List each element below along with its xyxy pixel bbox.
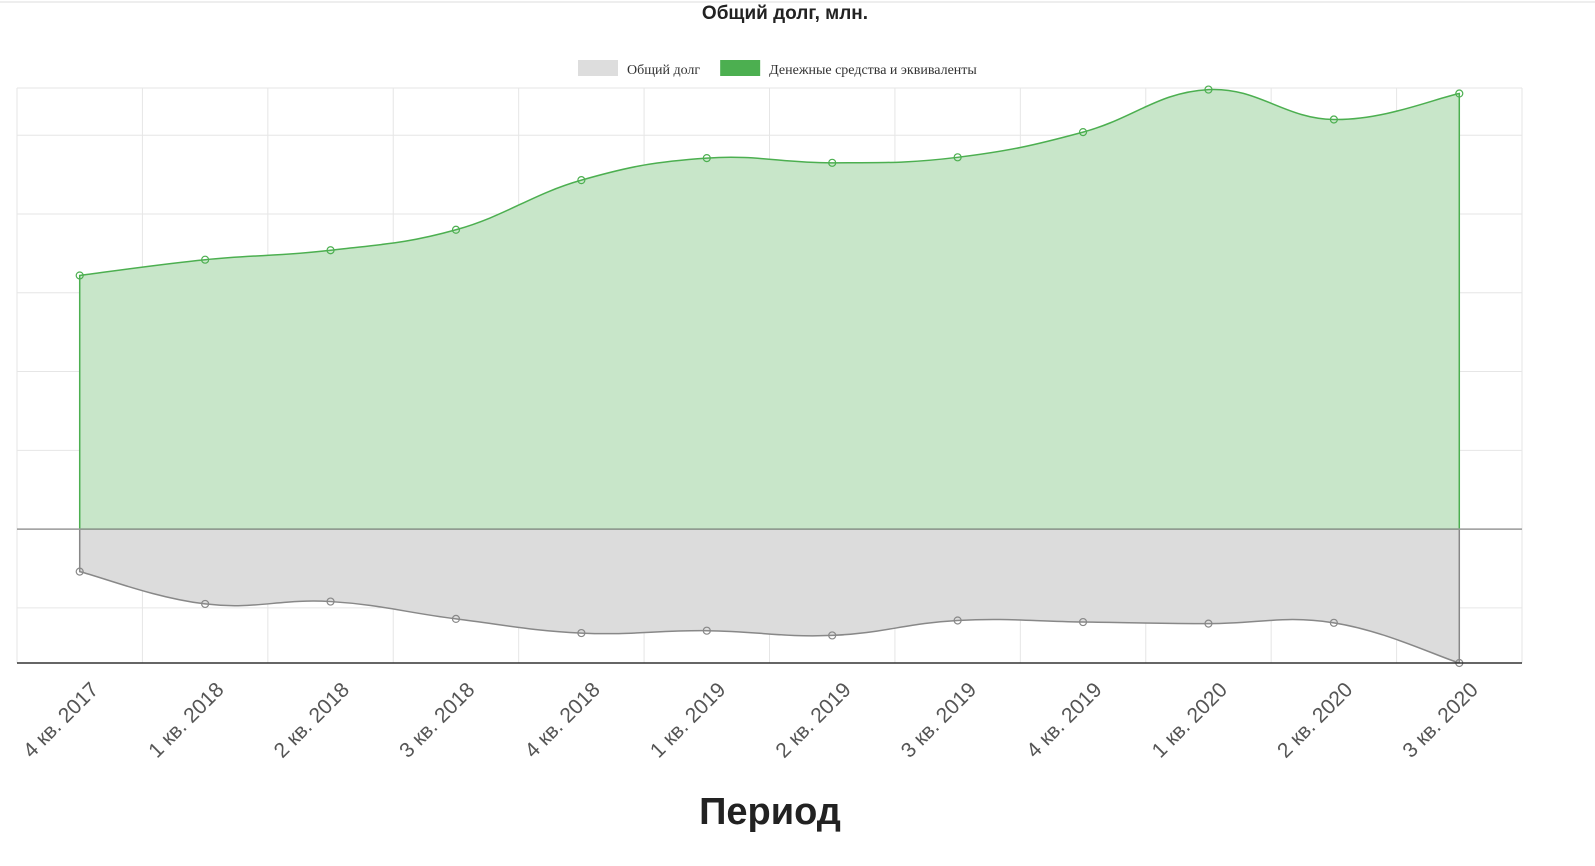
point: [702, 626, 711, 635]
legend-swatch: [578, 60, 618, 76]
x-tick-label: 4 кв. 2017: [19, 678, 103, 762]
x-tick-label: 2 кв. 2019: [771, 678, 855, 762]
point: [1329, 618, 1338, 627]
x-axis-title: Период: [699, 791, 841, 833]
x-tick-label: 2 кв. 2018: [270, 678, 354, 762]
legend-label: Денежные средства и эквиваленты: [769, 63, 977, 78]
x-tick-label: 1 кв. 2020: [1148, 678, 1232, 762]
point: [577, 628, 586, 638]
point: [1329, 115, 1338, 124]
point: [451, 225, 461, 234]
x-tick-label: 4 кв. 2018: [521, 678, 605, 762]
x-tick-label: 1 кв. 2019: [646, 678, 730, 762]
legend-swatch: [720, 60, 761, 76]
point: [326, 246, 335, 255]
point: [953, 153, 962, 162]
point: [1204, 619, 1213, 628]
point: [1078, 128, 1088, 137]
x-tick-label: 4 кв. 2019: [1022, 678, 1106, 762]
point: [326, 597, 335, 606]
point: [1078, 617, 1088, 627]
x-tick-label: 3 кв. 2018: [395, 678, 479, 762]
point: [953, 616, 962, 625]
point: [1204, 85, 1213, 94]
point: [828, 158, 837, 167]
point: [201, 255, 210, 264]
x-tick-label: 2 кв. 2020: [1273, 678, 1357, 762]
point: [828, 631, 837, 640]
area: [78, 528, 1461, 663]
point: [577, 176, 586, 185]
point: [201, 599, 210, 609]
point: [75, 567, 84, 576]
point: [1455, 89, 1464, 98]
x-tick-label: 1 кв. 2018: [144, 678, 228, 762]
chart-title: Общий долг, млн.: [702, 3, 868, 24]
point: [451, 614, 461, 623]
x-tick-label: 3 кв. 2020: [1398, 678, 1482, 762]
area: [78, 88, 1461, 530]
point: [702, 154, 711, 163]
x-tick-label: 3 кв. 2019: [897, 678, 981, 762]
point: [75, 271, 84, 280]
legend-label: Общий долг: [627, 63, 700, 78]
